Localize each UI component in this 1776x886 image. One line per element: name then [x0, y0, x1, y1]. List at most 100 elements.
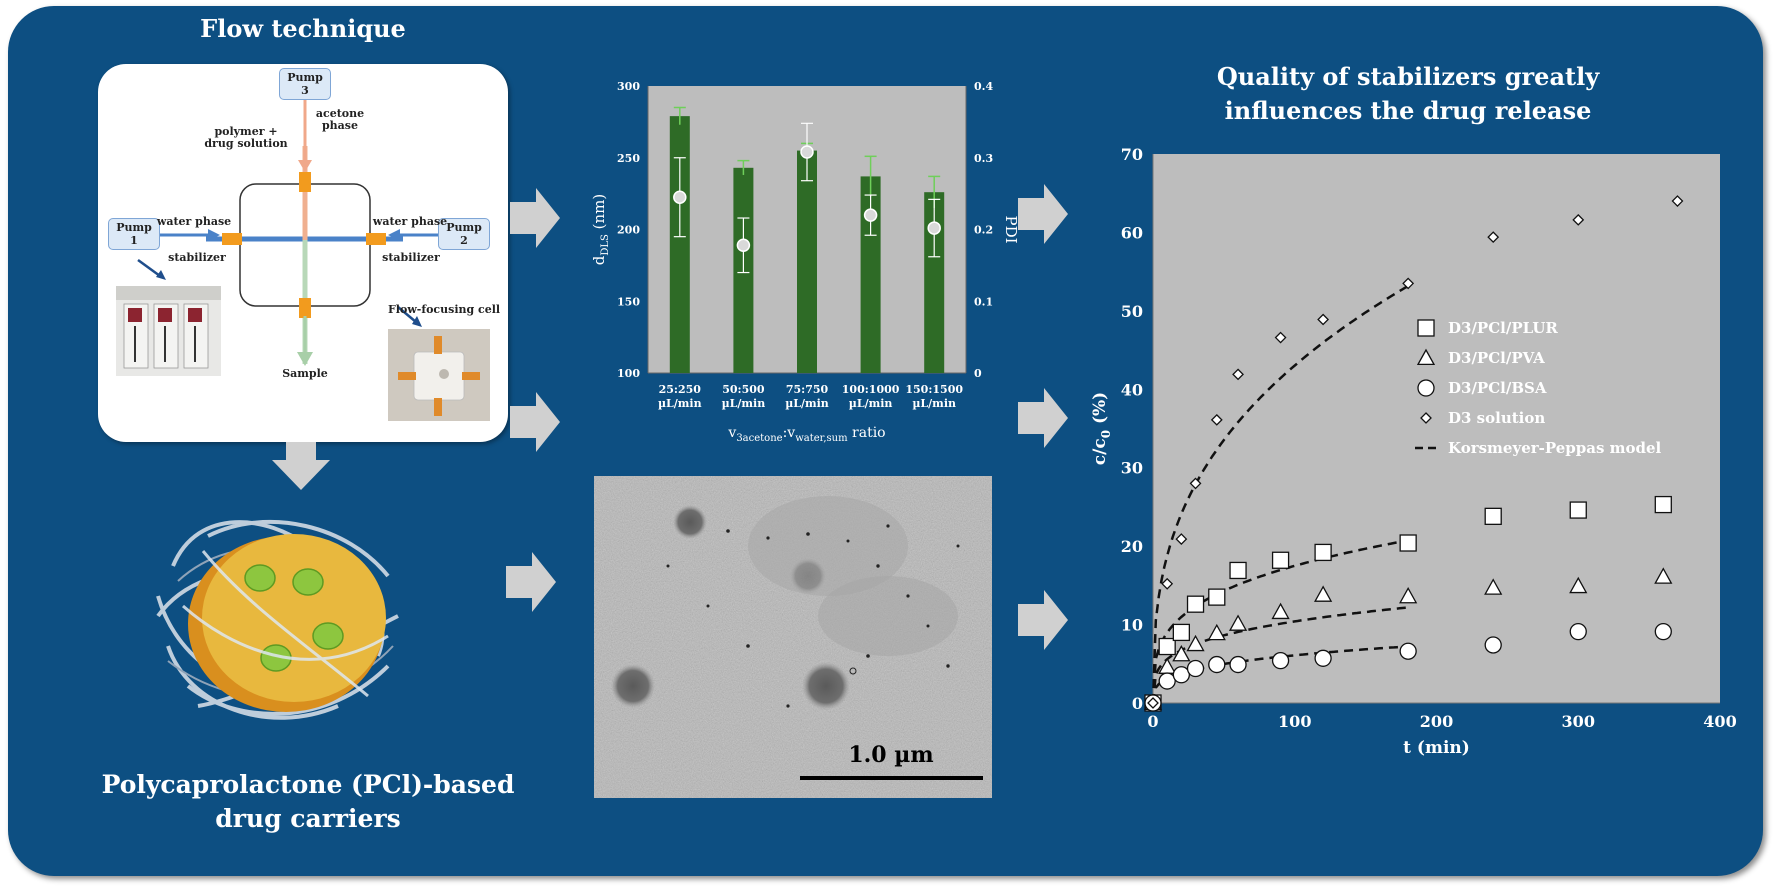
- stabilizer-right-label: stabilizer: [382, 251, 440, 264]
- acetone-arrow-head: [298, 160, 312, 172]
- data-point-triangle: [1228, 614, 1248, 631]
- acetone-label: acetone phase: [310, 108, 370, 132]
- release-scatter-chart: 0 10 20 30 40 50 60 70 0 100 200 300 400 t (min) c/c0 …: [1090, 145, 1737, 758]
- pump-photo: [116, 286, 221, 376]
- nanoparticle: [790, 558, 826, 594]
- data-point-triangle: [1654, 567, 1673, 584]
- legend-label: D3/PCl/PLUR: [1448, 319, 1558, 337]
- bar-y2-axis-label: PDI: [1002, 215, 1020, 243]
- bar-category-label: 75:750: [786, 383, 829, 396]
- bar-y2-tick-label: 0.1: [974, 295, 993, 308]
- data-point-diamond: [1189, 477, 1202, 490]
- data-point-circle: [1271, 651, 1290, 670]
- data-point-triangle: [1313, 585, 1333, 602]
- data-point-diamond: [1671, 195, 1684, 207]
- nanoparticle: [802, 662, 850, 710]
- arrow-right-1: [510, 188, 560, 248]
- legend-label: Korsmeyer-Peppas model: [1448, 439, 1662, 457]
- bar-y-tick-label: 100: [617, 367, 640, 380]
- data-point-triangle: [1416, 348, 1436, 366]
- release-y-tick-label: 10: [1121, 616, 1143, 635]
- data-point-diamond: [1210, 413, 1223, 426]
- connector-right: [366, 233, 386, 245]
- data-point-diamond: [1161, 577, 1174, 590]
- pointer-arrow-pump-head: [156, 270, 166, 280]
- legend-label: D3 solution: [1448, 409, 1545, 427]
- release-title: Quality of stabilizers greatly influence…: [1168, 60, 1648, 128]
- data-point-square: [1186, 595, 1205, 613]
- data-point-circle: [1229, 655, 1247, 674]
- bar-y-axis-label: dDLS (nm): [590, 194, 611, 265]
- legend-label: D3/PCl/BSA: [1448, 379, 1547, 397]
- pump-3-box: Pump 3: [279, 68, 331, 100]
- release-y-tick-label: 0: [1132, 694, 1143, 713]
- release-y-tick-label: 60: [1121, 223, 1143, 242]
- data-point-diamond: [1420, 412, 1432, 424]
- bar-category-label: 50:500: [722, 383, 765, 396]
- data-point-triangle: [1271, 602, 1290, 620]
- background-panel: Flow technique Polycaprolactone (PCl)-ba…: [8, 6, 1763, 876]
- release-x-tick-label: 200: [1420, 712, 1453, 731]
- bar-category-unit: µL/min: [658, 397, 702, 410]
- polymer-label-line1: polymer +: [214, 125, 278, 138]
- stabilizer-left-label: stabilizer: [168, 251, 226, 264]
- pump-1-label-line2: 1: [130, 234, 138, 247]
- bar-category-label: 100:1000: [842, 383, 900, 396]
- data-point-circle: [1314, 649, 1332, 667]
- data-point-square: [1484, 507, 1502, 525]
- release-x-tick-label: 100: [1278, 712, 1311, 731]
- bar-y-tick-label: 300: [617, 80, 640, 93]
- arrow-right-3: [506, 552, 556, 612]
- sample-label: Sample: [282, 367, 328, 380]
- flow-diagram: Pump 3 Pump 1 Pump 2 polymer + drug solu…: [98, 64, 508, 442]
- water-arrow-right-head: [388, 229, 400, 241]
- drug-particle: [244, 564, 276, 592]
- bar-category-label: 25:250: [659, 383, 702, 396]
- flow-title: Flow technique: [200, 14, 406, 43]
- legend-label: D3/PCl/PVA: [1448, 349, 1545, 367]
- bar-y2-tick-label: 0: [974, 367, 982, 380]
- data-point-diamond: [1274, 331, 1287, 344]
- pointer-arrow-cell-head: [412, 316, 422, 327]
- bar-category-unit: µL/min: [722, 397, 766, 410]
- data-point-diamond: [1317, 313, 1330, 326]
- tem-scale-label: 1.0 µm: [848, 742, 933, 768]
- bar-y-tick-label: 150: [617, 295, 640, 308]
- pdi-point: [736, 238, 751, 253]
- water-phase-left-label: water phase: [156, 215, 232, 228]
- data-point-circle: [1484, 636, 1502, 654]
- arrow-down: [272, 442, 330, 490]
- bar-y2-tick-label: 0.3: [974, 152, 993, 165]
- connector-left: [222, 233, 242, 245]
- data-point-square: [1314, 543, 1332, 562]
- flow-focusing-cell-label: Flow-focusing cell: [388, 303, 501, 316]
- bar-category-unit: µL/min: [912, 397, 956, 410]
- data-point-diamond: [1232, 368, 1244, 381]
- data-point-diamond: [1402, 277, 1415, 290]
- water-arrow-left-head: [208, 229, 220, 241]
- nanoparticle: [673, 505, 707, 539]
- data-point-square: [1158, 637, 1176, 656]
- data-point-triangle: [1484, 578, 1503, 595]
- data-point-triangle: [1207, 623, 1226, 641]
- bar-y2-tick-label: 0.2: [974, 224, 993, 237]
- pump-2-label-line2: 2: [460, 234, 468, 247]
- acetone-label-line1: acetone: [315, 107, 365, 120]
- release-y-axis-label: c/c0 (%): [1090, 392, 1113, 465]
- data-point-circle: [1654, 622, 1672, 641]
- release-y-tick-label: 70: [1121, 145, 1143, 164]
- carriers-title-line1: Polycaprolactone (PCl)-based: [101, 770, 515, 799]
- data-point-circle: [1399, 642, 1417, 660]
- data-point-square: [1399, 534, 1417, 552]
- connector-bottom: [299, 298, 311, 318]
- data-point-circle: [1172, 666, 1190, 684]
- pointer-arrow-cell: [397, 306, 417, 323]
- arrow-right-4: [1018, 184, 1068, 244]
- arrow-right-2: [510, 392, 560, 452]
- bar: [797, 150, 817, 373]
- arrow-right-6: [1018, 590, 1068, 650]
- data-point-square: [1271, 551, 1290, 569]
- data-point-circle: [1186, 659, 1205, 678]
- release-y-tick-label: 20: [1121, 537, 1143, 556]
- bar: [669, 116, 690, 373]
